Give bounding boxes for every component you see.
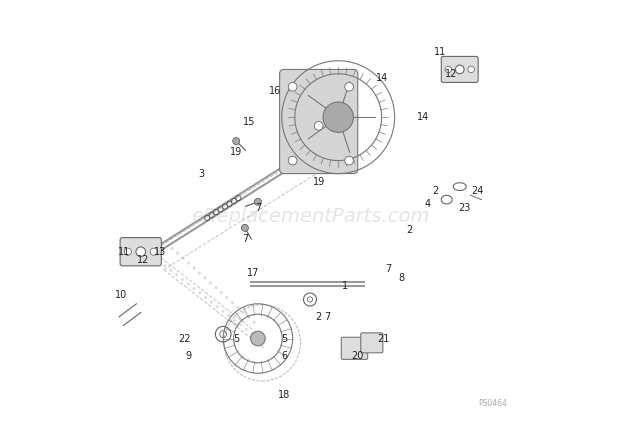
Text: 2: 2	[433, 186, 439, 196]
Text: 7: 7	[385, 264, 391, 274]
Text: 8: 8	[398, 273, 404, 283]
FancyBboxPatch shape	[341, 337, 368, 359]
Text: 16: 16	[269, 86, 281, 96]
Circle shape	[150, 248, 157, 255]
Text: 15: 15	[243, 116, 255, 127]
Text: 6: 6	[281, 351, 287, 361]
Circle shape	[468, 66, 474, 72]
Circle shape	[254, 198, 262, 205]
Text: 1: 1	[342, 281, 348, 292]
Circle shape	[136, 247, 146, 256]
Text: 12: 12	[445, 69, 457, 79]
Text: 5: 5	[233, 333, 239, 344]
Text: 12: 12	[137, 255, 149, 266]
Text: 10: 10	[115, 290, 127, 300]
Text: 7: 7	[255, 203, 261, 214]
Text: 18: 18	[278, 390, 290, 400]
Circle shape	[323, 102, 353, 132]
Text: 23: 23	[458, 203, 470, 214]
Circle shape	[455, 65, 464, 74]
Text: PS0464: PS0464	[479, 399, 507, 408]
Text: 7: 7	[324, 312, 330, 322]
Text: eReplacementParts.com: eReplacementParts.com	[191, 207, 429, 227]
Text: 17: 17	[247, 268, 260, 279]
Text: 13: 13	[154, 247, 166, 257]
FancyBboxPatch shape	[441, 56, 478, 82]
Circle shape	[124, 248, 131, 255]
Text: 11: 11	[118, 247, 130, 257]
FancyBboxPatch shape	[361, 333, 383, 353]
Circle shape	[345, 82, 353, 91]
FancyBboxPatch shape	[120, 238, 161, 266]
Text: 19: 19	[312, 177, 325, 187]
Text: 4: 4	[424, 199, 430, 209]
Circle shape	[232, 138, 240, 145]
Circle shape	[345, 156, 353, 165]
Text: 22: 22	[178, 333, 190, 344]
Text: 14: 14	[417, 112, 429, 122]
Text: 14: 14	[376, 73, 388, 83]
Text: 2: 2	[407, 225, 413, 235]
Circle shape	[288, 82, 297, 91]
Text: 9: 9	[185, 351, 192, 361]
Text: 19: 19	[230, 147, 242, 157]
Text: 21: 21	[378, 333, 390, 344]
Circle shape	[288, 156, 297, 165]
Circle shape	[241, 224, 249, 231]
Circle shape	[250, 331, 265, 346]
Circle shape	[445, 66, 451, 72]
Text: 24: 24	[471, 186, 483, 196]
Text: 3: 3	[198, 168, 205, 179]
Circle shape	[314, 122, 323, 130]
Text: 11: 11	[434, 47, 446, 57]
Text: 7: 7	[242, 233, 248, 244]
Text: 20: 20	[352, 351, 364, 361]
Text: 2: 2	[316, 312, 322, 322]
Text: 5: 5	[281, 333, 287, 344]
FancyBboxPatch shape	[280, 69, 358, 174]
